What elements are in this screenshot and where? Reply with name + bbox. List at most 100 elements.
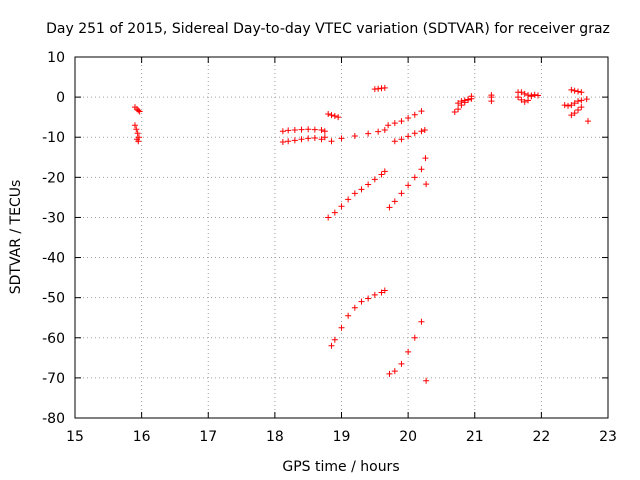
- data-point: [331, 112, 338, 119]
- y-axis-label: SDTVAR / TECUs: [8, 180, 24, 295]
- data-point: [385, 122, 392, 129]
- data-point: [325, 214, 332, 221]
- data-point: [131, 122, 138, 129]
- data-point: [345, 196, 352, 203]
- data-point: [411, 334, 418, 341]
- data-point: [451, 108, 458, 115]
- data-point: [291, 127, 298, 134]
- data-point: [331, 209, 338, 216]
- data-point: [381, 168, 388, 175]
- data-point: [418, 108, 425, 115]
- data-point: [351, 133, 358, 140]
- data-point: [351, 190, 358, 197]
- data-point: [365, 181, 372, 188]
- data-point: [405, 348, 412, 355]
- data-point: [531, 91, 538, 98]
- data-point: [378, 289, 385, 296]
- data-point: [411, 130, 418, 137]
- series-arc-20.8: [455, 93, 475, 107]
- data-point: [351, 304, 358, 311]
- data-point: [561, 102, 568, 109]
- data-point: [578, 104, 585, 111]
- chart-title: Day 251 of 2015, Sidereal Day-to-day VTE…: [46, 21, 610, 37]
- series-arc-19.7-69: [386, 318, 425, 377]
- series-arc-15.9a: [131, 104, 143, 115]
- data-point: [358, 186, 365, 193]
- data-point: [418, 166, 425, 173]
- data-point: [578, 97, 585, 104]
- data-point: [568, 112, 575, 119]
- series-arc-20.27: [423, 377, 430, 384]
- data-point: [583, 96, 590, 103]
- series-arc-22.45: [568, 86, 585, 96]
- data-point: [378, 171, 385, 178]
- data-point: [338, 203, 345, 210]
- data-point: [411, 111, 418, 118]
- data-point: [391, 120, 398, 127]
- series-arc-18.9: [328, 127, 388, 145]
- data-point: [335, 114, 342, 121]
- data-point: [455, 106, 462, 113]
- x-tick-label: 18: [266, 429, 284, 445]
- data-point: [381, 127, 388, 134]
- y-tick-label: 10: [47, 50, 65, 66]
- series-arc-18.8: [325, 110, 342, 121]
- data-point: [461, 97, 468, 104]
- data-points: [131, 84, 592, 384]
- data-point: [568, 102, 575, 109]
- series-arc-19.7: [385, 108, 425, 129]
- data-point: [422, 155, 429, 162]
- y-tick-label: -80: [42, 411, 65, 427]
- data-point: [391, 138, 398, 145]
- data-point: [518, 96, 525, 103]
- data-point: [135, 107, 142, 114]
- data-point: [421, 127, 428, 134]
- data-point: [279, 139, 286, 146]
- data-point: [381, 287, 388, 294]
- data-point: [405, 133, 412, 140]
- y-tick-label: -70: [42, 371, 65, 387]
- data-point: [418, 128, 425, 135]
- data-point: [285, 127, 292, 134]
- data-point: [585, 118, 592, 125]
- data-point: [458, 98, 465, 105]
- data-point: [398, 118, 405, 125]
- data-point: [345, 312, 352, 319]
- data-point: [423, 377, 430, 384]
- x-tick-label: 20: [399, 429, 417, 445]
- data-point: [133, 136, 140, 143]
- series-arc-21.7b: [515, 89, 535, 99]
- data-point: [521, 90, 528, 97]
- data-point: [298, 126, 305, 133]
- data-point: [398, 190, 405, 197]
- data-point: [136, 108, 143, 115]
- y-tick-label: -20: [42, 170, 65, 186]
- data-point: [358, 298, 365, 305]
- x-tick-label: 16: [133, 429, 151, 445]
- data-point: [325, 110, 332, 117]
- series-arc-15.9b: [131, 122, 142, 145]
- data-point: [398, 136, 405, 143]
- data-point: [371, 291, 378, 298]
- series-arc-18.1: [279, 134, 328, 146]
- y-tick-label: -10: [42, 130, 65, 146]
- data-point: [338, 135, 345, 142]
- data-point: [575, 106, 582, 113]
- series-arc-22.65: [583, 96, 592, 125]
- data-point: [565, 102, 572, 109]
- data-point: [365, 130, 372, 137]
- y-tick-label: -60: [42, 331, 65, 347]
- x-tick-label: 22: [532, 429, 550, 445]
- data-point: [525, 97, 532, 104]
- data-point: [391, 198, 398, 205]
- data-point: [375, 128, 382, 135]
- data-point: [465, 96, 472, 103]
- data-point: [338, 324, 345, 331]
- y-tick-label: -50: [42, 291, 65, 307]
- series-arc-19.6: [371, 84, 388, 93]
- data-point: [134, 130, 141, 137]
- data-point: [321, 128, 328, 135]
- series-arc-18.1b: [279, 126, 328, 135]
- data-point: [318, 127, 325, 134]
